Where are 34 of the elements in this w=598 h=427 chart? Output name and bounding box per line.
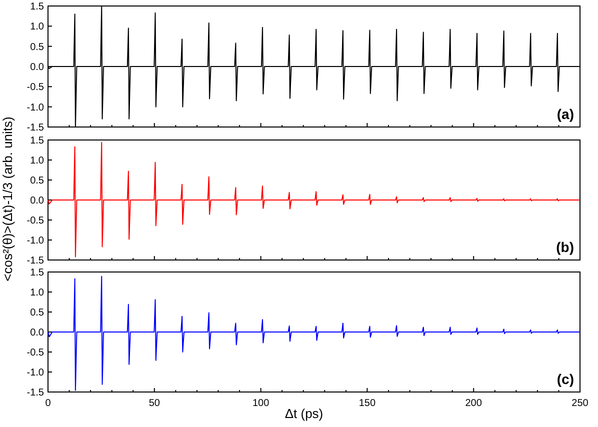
x-tick-label: 50 <box>148 398 160 409</box>
y-tick-label: -0.5 <box>26 82 44 94</box>
y-tick-label: 0.0 <box>30 328 44 338</box>
y-tick-label: 0.5 <box>30 176 44 186</box>
line-series <box>48 142 580 258</box>
y-tick-label: 1.5 <box>30 2 44 12</box>
y-tick-label: -1.5 <box>26 388 44 398</box>
y-tick-label: -0.5 <box>26 216 44 226</box>
y-tick-label: -0.5 <box>26 348 44 358</box>
x-tick-label: 100 <box>252 398 270 409</box>
y-tick-label: 0.0 <box>30 62 44 73</box>
y-tick-label: 1.0 <box>30 22 44 33</box>
x-tick-label: 250 <box>572 398 589 409</box>
y-tick-label: -1.0 <box>26 236 44 246</box>
line-series <box>48 276 580 391</box>
y-tick-label: 1.0 <box>30 288 44 298</box>
y-tick-label: 0.5 <box>30 308 44 318</box>
y-tick-label: 0.0 <box>30 196 44 206</box>
annotation: (a) <box>556 106 574 122</box>
y-tick-label: -1.0 <box>26 102 44 114</box>
y-tick-label: 0.5 <box>30 42 44 53</box>
x-tick-label: 150 <box>358 398 376 409</box>
y-tick-label: -1.0 <box>26 368 44 378</box>
y-tick-label: 1.0 <box>30 156 44 166</box>
y-tick-label: 1.5 <box>30 268 44 278</box>
y-axis-title: <cos²(θ)>(Δt)-1/3 (arb. units) <box>0 116 15 282</box>
y-tick-label: -1.5 <box>26 122 44 134</box>
x-tick-label: 200 <box>465 398 482 409</box>
annotation: (c) <box>556 371 574 387</box>
x-tick-label: 0 <box>45 398 52 409</box>
y-tick-label: -1.5 <box>26 256 44 266</box>
x-axis-title: Δt (ps) <box>284 406 324 421</box>
annotation: (b) <box>556 239 574 255</box>
y-tick-label: 1.5 <box>30 136 44 146</box>
